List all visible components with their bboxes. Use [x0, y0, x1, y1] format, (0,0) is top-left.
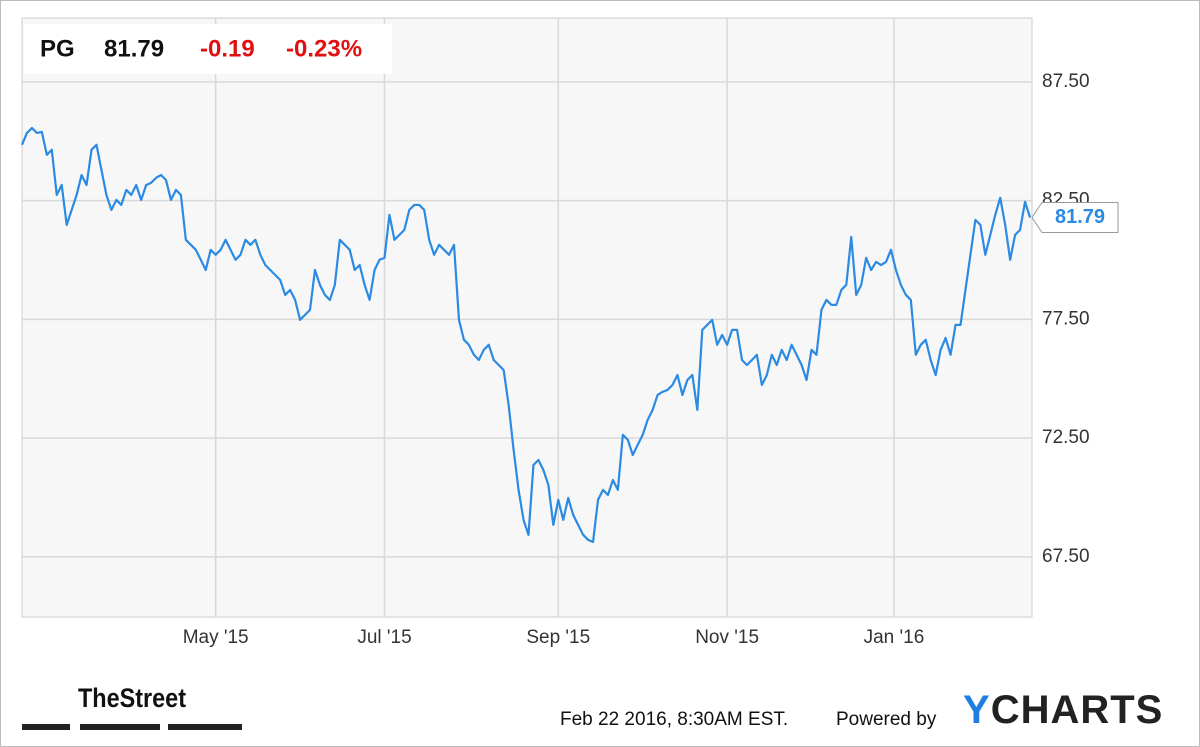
timestamp: Feb 22 2016, 8:30AM EST. — [560, 709, 788, 730]
logo-bar — [168, 724, 242, 730]
change: -0.19 — [200, 35, 255, 62]
logo-bar — [22, 724, 70, 730]
y-tick-label: 72.50 — [1042, 427, 1090, 448]
header-box — [24, 24, 392, 74]
logo-bar — [80, 724, 160, 730]
x-tick-label: May '15 — [183, 627, 249, 648]
y-tick-label: 87.50 — [1042, 71, 1090, 92]
powered-by: Powered by — [836, 709, 937, 730]
x-tick-label: Nov '15 — [695, 627, 759, 648]
price-line — [20, 126, 1032, 544]
last-price-label: 81.79 — [1055, 206, 1105, 228]
x-tick-label: Jan '16 — [864, 627, 925, 648]
last-price-flag — [1031, 202, 1119, 234]
y-tick-label: 77.50 — [1042, 308, 1090, 329]
y-tick-label: 67.50 — [1042, 546, 1090, 567]
change-pct: -0.23% — [286, 35, 362, 62]
x-tick-label: Jul '15 — [357, 627, 411, 648]
plot-area — [21, 17, 1033, 618]
ycharts-logo: YCHARTS — [963, 688, 1164, 732]
price: 81.79 — [104, 35, 164, 62]
x-tick-label: Sep '15 — [526, 627, 590, 648]
source-logo: TheStreet — [78, 683, 186, 713]
symbol: PG — [40, 35, 75, 62]
grid — [22, 18, 1032, 617]
